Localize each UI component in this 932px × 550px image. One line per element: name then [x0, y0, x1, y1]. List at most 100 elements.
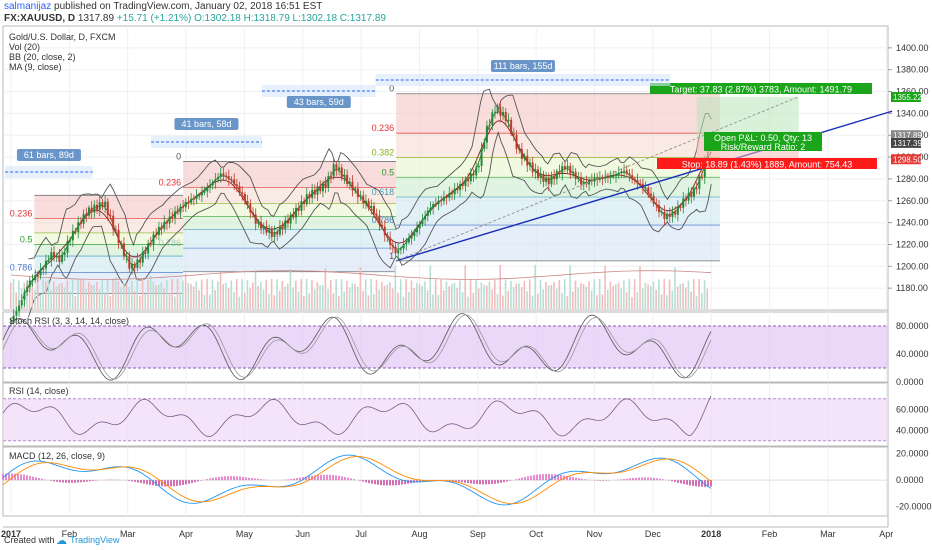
fib-zone [183, 216, 397, 230]
volume-bar [157, 284, 160, 309]
volume-bar [469, 279, 472, 309]
candle-body [485, 125, 488, 143]
volume-bar [165, 280, 168, 309]
macd-signal-line [2, 456, 712, 505]
volume-bar [459, 280, 461, 309]
volume-bar [222, 284, 225, 309]
ohlc-values: O:1302.18 H:1318.79 L:1302.18 C:1317.89 [194, 13, 386, 24]
candle-body [276, 232, 279, 235]
volume-bar [176, 279, 179, 309]
fib-level-label: 0.786 [372, 215, 395, 225]
candle-body [39, 269, 42, 276]
candle-body [313, 189, 316, 195]
pnl-label-text: Risk/Reward Ratio: 2 [721, 142, 806, 152]
legend-vol[interactable]: Vol (20) [9, 42, 41, 52]
macd-label[interactable]: MACD (12, 26, close, 9) [9, 451, 106, 461]
volume-ma-line [10, 270, 712, 280]
candle-body [44, 260, 47, 269]
candle-body [338, 167, 341, 170]
x-tick-label: Oct [529, 529, 544, 539]
candle-body [77, 222, 80, 233]
candle-body [165, 221, 168, 224]
price-tag [891, 130, 921, 141]
volume-bar [528, 279, 531, 309]
candle-body [214, 179, 217, 183]
volume-bar [682, 283, 684, 309]
volume-bar [254, 270, 257, 309]
volume-bar [128, 286, 130, 309]
candle-body [391, 244, 394, 247]
volume-bar [545, 281, 547, 309]
candle-body [311, 189, 314, 199]
candle-body [47, 260, 50, 262]
tradingview-logo-text[interactable]: TradingView [70, 535, 120, 545]
volume-bar [208, 294, 211, 309]
candle-body [666, 213, 669, 220]
author-link[interactable]: salmanijaz [4, 1, 52, 12]
candle-body [184, 201, 187, 208]
candle-body [593, 177, 596, 182]
volume-bar [606, 289, 609, 309]
legend-ma[interactable]: MA (9, close) [9, 62, 62, 72]
measure-label-box [491, 60, 556, 72]
candle-body [496, 107, 499, 112]
candle-body [488, 125, 491, 127]
fib-zone [396, 197, 720, 226]
candle-body [268, 229, 271, 233]
volume-bar [499, 265, 501, 309]
x-tick-label: Apr [879, 529, 893, 539]
volume-bar [375, 279, 378, 309]
volume-bar [206, 279, 208, 309]
stoch-rsi-label[interactable]: Stoch RSI (3, 3, 14, 14, close) [9, 316, 130, 326]
volume-bar [547, 285, 550, 309]
candle-body [461, 184, 464, 186]
x-tick-label: Jun [295, 529, 310, 539]
candle-body [432, 204, 435, 208]
volume-bar [144, 293, 147, 309]
volume-bar [356, 286, 359, 309]
candle-body [281, 226, 284, 230]
volume-bar [343, 291, 346, 309]
candle-body [628, 173, 631, 176]
candle-body [31, 280, 34, 282]
candle-body [558, 171, 561, 174]
price-tag-text: 1317.39 [893, 139, 922, 148]
candle-body [703, 160, 706, 178]
footer: Created with ☁ TradingView [0, 532, 932, 550]
candle-body [410, 236, 413, 239]
volume-bar [402, 296, 405, 309]
volume-bar [219, 272, 222, 309]
candle-body [531, 162, 534, 173]
price-tick-label: 1340.00 [896, 108, 929, 118]
legend-bb[interactable]: BB (20, close, 2) [9, 52, 76, 62]
volume-bar [515, 283, 518, 309]
rsi-label[interactable]: RSI (14, close) [9, 386, 69, 396]
volume-bar [313, 288, 316, 309]
volume-bar [397, 292, 399, 309]
volume-bar [241, 279, 243, 309]
fib-zone [183, 203, 397, 217]
volume-bar [77, 279, 79, 309]
candle-body [85, 213, 88, 216]
candle-body [286, 220, 289, 224]
volume-bar [308, 293, 311, 309]
candle-body [182, 206, 185, 208]
candle-body [405, 242, 408, 245]
volume-bar [200, 279, 203, 309]
candle-body [639, 183, 642, 185]
candle-body [303, 201, 306, 205]
macd-tick-label: 0.0000 [896, 475, 924, 485]
volume-bar [370, 279, 372, 309]
candle-body [163, 221, 166, 230]
candle-body [246, 201, 249, 204]
candle-body [394, 246, 397, 254]
volume-bar [18, 280, 20, 309]
volume-bar [550, 284, 553, 309]
candle-body [335, 164, 338, 170]
volume-bar [61, 283, 63, 309]
volume-bar [383, 285, 386, 309]
candle-body [518, 148, 521, 150]
publish-line: salmanijaz published on TradingView.com,… [4, 1, 322, 12]
candle-body [534, 169, 537, 173]
